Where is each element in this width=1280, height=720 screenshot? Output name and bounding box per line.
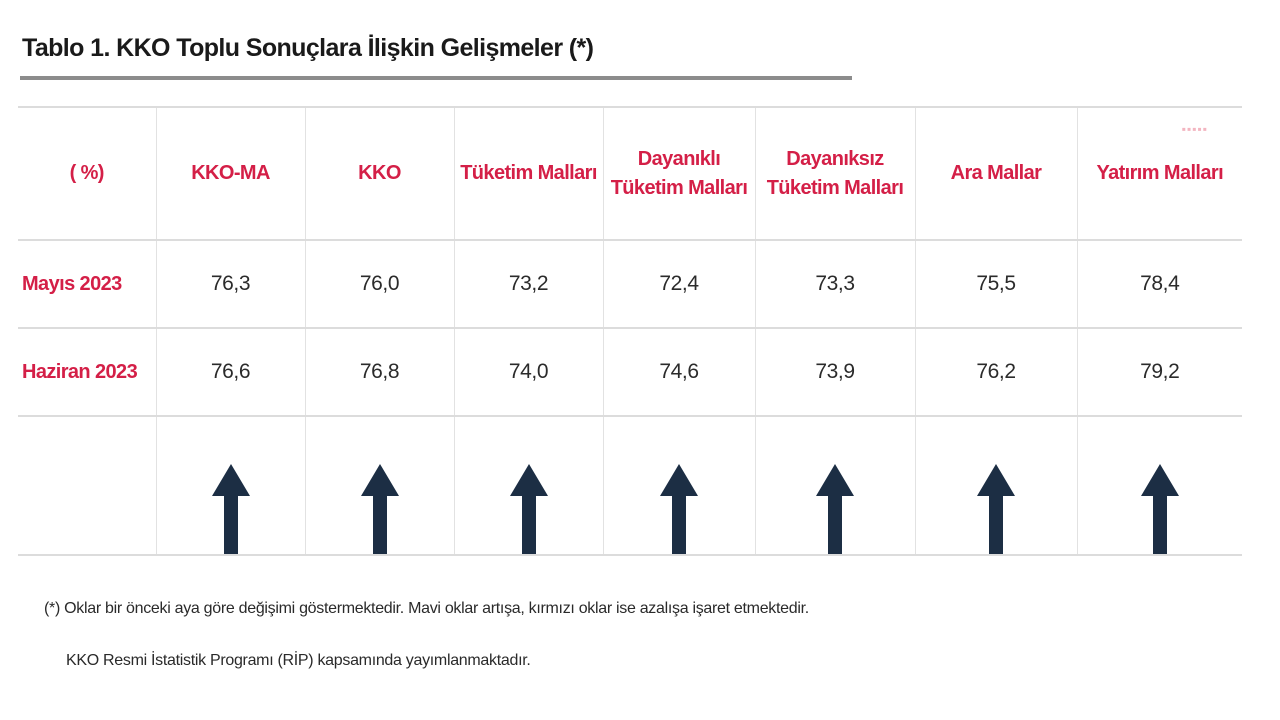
corner-header: ( %) [18,106,157,241]
arrow-cell [155,415,306,556]
column-header-label: KKO-MA [191,162,270,184]
arrow-cell [453,415,604,556]
table-title: Tablo 1. KKO Toplu Sonuçlara İlişkin Gel… [22,34,594,62]
column-header-dayanikli: Dayanıklı Tüketim Malları [602,106,756,241]
table-cell: 73,2 [453,239,604,329]
table-cell: 76,8 [304,327,455,417]
table-cell: 76,3 [155,239,306,329]
column-header-tuketim-mallari: Tüketim Malları [453,106,604,241]
table-row-haziran: Haziran 2023 76,6 76,8 74,0 74,6 73,9 76… [18,327,1242,417]
table-cell: 76,2 [914,327,1078,417]
empty-cell [18,415,157,556]
column-header-label: Dayanıklı [637,147,721,170]
column-header-ara-mallar: Ara Mallar [914,106,1078,241]
arrow-cell [914,415,1078,556]
column-header-label: Tüketim Malları [610,176,748,199]
table-cell: 74,0 [453,327,604,417]
column-header-kko: KKO [304,106,455,241]
up-arrow-icon [211,464,250,554]
table-cell: 76,0 [304,239,455,329]
row-label: Haziran 2023 [18,327,157,417]
arrow-row [18,415,1242,556]
up-arrow-icon [977,464,1015,554]
table-cell: 73,3 [754,239,916,329]
title-underline [20,76,852,80]
row-label: Mayıs 2023 [18,239,157,329]
up-arrow-icon [360,464,399,554]
kko-results-table: ( %) KKO-MA KKO Tüketim Malları Dayanıkl… [18,106,1242,556]
table-cell: 75,5 [914,239,1078,329]
header-row: ( %) KKO-MA KKO Tüketim Malları Dayanıkl… [18,106,1242,241]
table-cell: 78,4 [1076,239,1242,329]
footnote-arrows: (*) Oklar bir önceki aya göre değişimi g… [44,600,809,617]
table-cell: 76,6 [155,327,306,417]
table-cell: 79,2 [1076,327,1242,417]
arrow-cell [304,415,455,556]
up-arrow-icon [1140,464,1179,554]
arrow-cell [602,415,756,556]
column-header-label: KKO [358,162,401,184]
arrow-cell [754,415,916,556]
column-header-kko-ma: KKO-MA [155,106,306,241]
up-arrow-icon [816,464,854,554]
column-header-label: Yatırım Malları [1096,162,1224,184]
arrow-cell [1076,415,1242,556]
up-arrow-icon [509,464,548,554]
up-arrow-icon [660,464,698,554]
footnote-rip: KKO Resmi İstatistik Programı (RİP) kaps… [66,652,531,669]
column-header-dayaniksiz: Dayanıksız Tüketim Malları [754,106,916,241]
table-row-mayis: Mayıs 2023 76,3 76,0 73,2 72,4 73,3 75,5… [18,239,1242,329]
table-cell: 73,9 [754,327,916,417]
column-header-label: Tüketim Malları [460,162,597,184]
table-cell: 72,4 [602,239,756,329]
column-header-label: Tüketim Malları [766,176,904,199]
column-header-label: Dayanıksız [786,147,884,170]
table-cell: 74,6 [602,327,756,417]
column-header-label: Ara Mallar [950,162,1042,184]
column-header-yatirim-mallari: Yatırım Malları [1076,106,1242,241]
